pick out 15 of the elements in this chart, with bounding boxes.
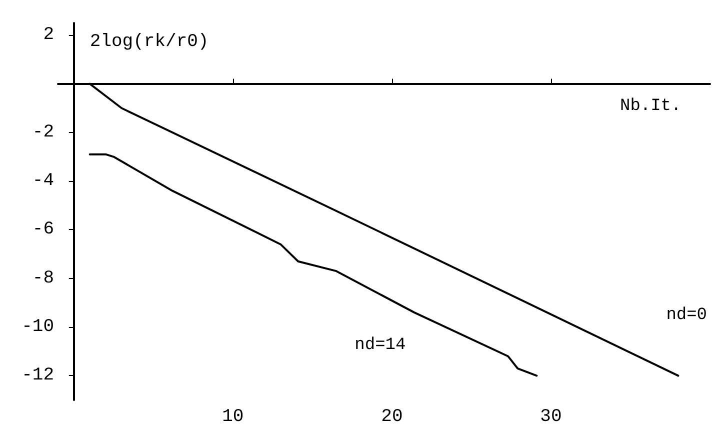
y-tick-label: -2 [32, 122, 54, 142]
x-tick-label: 10 [222, 407, 244, 427]
x-tick-label: 20 [381, 407, 403, 427]
line-series [88, 153, 538, 377]
text: nd=0 [666, 306, 708, 326]
y-tick-label: -12 [22, 366, 54, 386]
y-tick-label: -6 [32, 220, 54, 240]
x-tick-label: 30 [540, 407, 562, 427]
x-axis-title: Nb.It. [620, 96, 682, 116]
y-tick-label: -10 [22, 317, 54, 338]
y-tick-label: -4 [32, 171, 54, 192]
y-tick-label: 2 [43, 25, 54, 46]
y-tick-label: -8 [32, 268, 54, 288]
y-axis-title: 2log(rk/r0) [90, 32, 209, 52]
series-label: nd=14 [354, 336, 406, 356]
